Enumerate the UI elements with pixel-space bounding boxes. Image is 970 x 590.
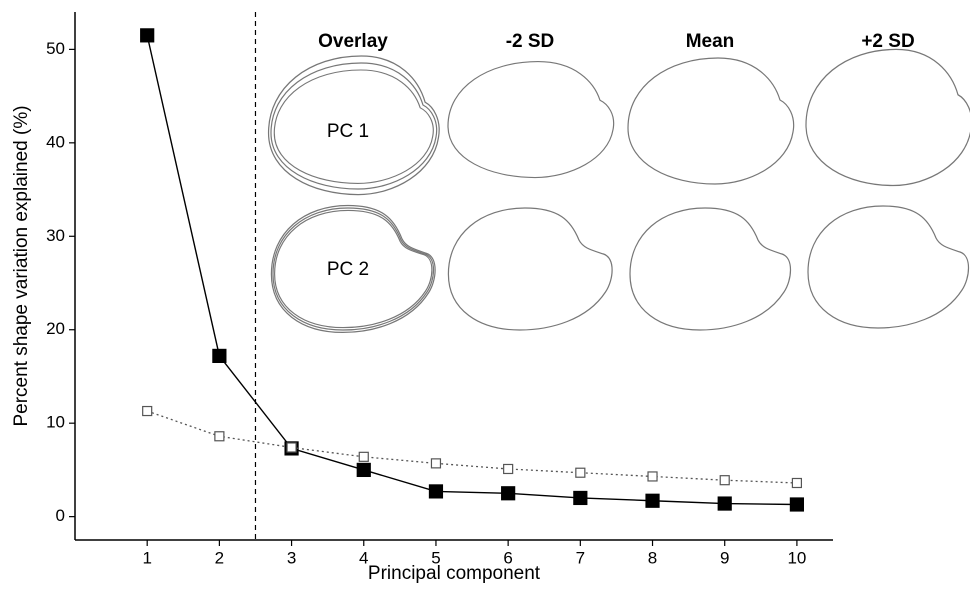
y-tick-label: 10: [46, 413, 65, 432]
point: [501, 486, 516, 501]
pc2-mean: [629, 207, 792, 331]
point: [575, 467, 586, 478]
x-tick-label: 5: [431, 548, 440, 567]
shape-panels: [267, 48, 970, 334]
point: [573, 490, 588, 506]
x-tick-label: 2: [215, 548, 224, 567]
pc1-plus: [805, 48, 970, 187]
series-line: [146, 410, 797, 484]
point: [789, 497, 805, 512]
y-tick-label: 40: [46, 132, 65, 151]
point: [717, 496, 732, 511]
row-label: PC 2: [327, 259, 369, 280]
pc2-plus: [807, 205, 970, 329]
x-tick-label: 10: [787, 548, 806, 567]
point: [430, 458, 442, 469]
x-tick-label: 9: [720, 548, 729, 567]
point: [791, 477, 803, 489]
x-tick-label: 1: [142, 548, 151, 567]
point: [212, 348, 227, 364]
y-tick-label: 30: [46, 226, 65, 245]
point: [140, 28, 155, 43]
point: [142, 405, 153, 417]
point: [214, 431, 225, 442]
row-label: PC 1: [327, 121, 369, 142]
x-tick-label: 6: [503, 548, 512, 567]
point: [358, 451, 369, 462]
point: [647, 471, 658, 482]
x-tick-label: 8: [648, 548, 657, 567]
y-tick-label: 0: [56, 506, 65, 525]
pc1-minus: [447, 60, 615, 179]
y-axis-label: Percent shape variation explained (%): [11, 105, 32, 426]
panel-title: +2 SD: [861, 31, 914, 52]
point: [503, 463, 514, 475]
x-tick-label: 4: [359, 548, 368, 567]
point: [719, 475, 730, 486]
panel-title: Mean: [686, 31, 735, 52]
pc2-minus: [447, 207, 613, 331]
x-tick-label: 3: [287, 548, 296, 567]
point: [286, 442, 297, 453]
x-axis-label: Principal component: [368, 563, 541, 584]
point: [356, 462, 371, 478]
point: [428, 484, 444, 499]
y-tick-label: 20: [46, 319, 65, 338]
pc1-mean: [627, 57, 795, 185]
y-tick-label: 50: [46, 39, 65, 58]
panel-title: -2 SD: [506, 31, 555, 52]
series-line: [146, 35, 797, 506]
point: [645, 493, 660, 508]
panel-title: Overlay: [318, 31, 388, 52]
x-tick-label: 7: [576, 548, 585, 567]
